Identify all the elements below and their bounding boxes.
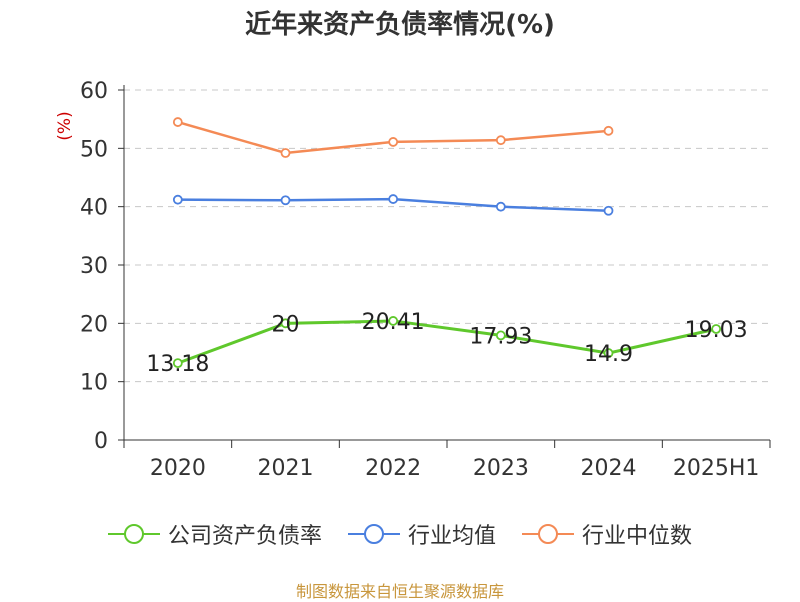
legend-marker-industry-median: [522, 524, 574, 544]
x-tick-label: 2024: [581, 456, 637, 481]
data-label: 13.18: [146, 352, 209, 377]
data-point: [388, 316, 399, 326]
data-point: [388, 137, 399, 147]
legend-marker-company: [107, 524, 160, 544]
x-tick-label: 2023: [473, 456, 529, 481]
x-tick-label: 2020: [150, 456, 206, 481]
legend-item-company[interactable]: 公司资产负债率: [107, 518, 322, 550]
y-tick-label: 30: [80, 254, 108, 279]
legend-marker-industry-mean: [347, 524, 400, 544]
data-point: [172, 194, 183, 205]
data-point: [495, 201, 506, 212]
data-point: [280, 318, 291, 329]
data-label: 20.41: [362, 310, 425, 335]
legend-label: 公司资产负债率: [167, 524, 322, 549]
y-tick-label: 50: [80, 137, 108, 162]
data-label: 17.93: [469, 324, 532, 349]
x-tick-label: 2025H1: [673, 456, 760, 481]
data-label: 19.03: [685, 318, 748, 343]
x-tick-label: 2021: [258, 456, 314, 481]
legend-item-industry-median[interactable]: 行业中位数: [522, 518, 692, 550]
chart-legend: 公司资产负债率 行业均值 行业中位数: [0, 518, 800, 550]
y-axis-label: (%): [55, 111, 75, 140]
data-point: [172, 117, 183, 127]
data-label: 20: [272, 312, 300, 337]
y-tick-label: 20: [80, 312, 108, 337]
data-point: [280, 195, 291, 206]
data-point: [172, 358, 183, 369]
legend-label: 行业均值: [407, 524, 496, 549]
series-line: [177, 319, 717, 365]
data-point: [603, 348, 614, 358]
data-point: [388, 194, 399, 204]
data-point: [280, 148, 291, 158]
y-tick-label: 0: [94, 429, 108, 454]
data-point: [603, 205, 614, 216]
data-source-note: 制图数据来自恒生聚源数据库: [295, 582, 504, 601]
legend-item-industry-mean[interactable]: 行业均值: [347, 518, 496, 550]
data-label: 14.9: [584, 342, 633, 367]
data-point: [495, 135, 506, 146]
x-tick-label: 2022: [365, 456, 421, 481]
chart-title: 近年来资产负债率情况(%): [245, 10, 555, 40]
data-point: [711, 324, 722, 334]
data-point: [495, 330, 506, 341]
y-tick-label: 60: [80, 79, 108, 104]
legend-label: 行业中位数: [582, 524, 693, 549]
data-point: [603, 125, 614, 136]
y-tick-label: 10: [80, 371, 108, 396]
y-tick-label: 40: [80, 196, 108, 221]
